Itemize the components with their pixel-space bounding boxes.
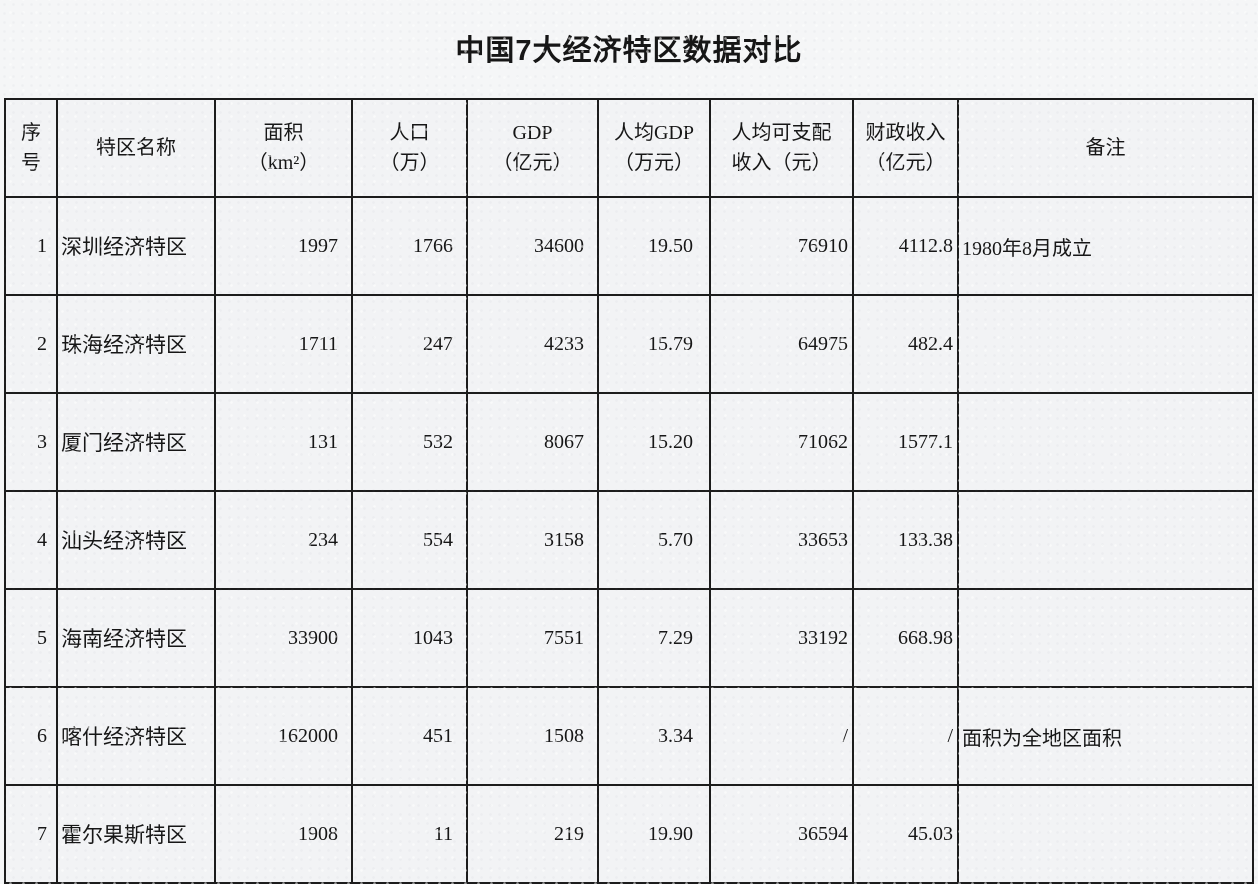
table-cell: 厦门经济特区 (58, 394, 216, 492)
table-cell: 8067 (468, 394, 599, 492)
table-cell: 11 (353, 786, 468, 884)
table-cell: 1577.1 (854, 394, 959, 492)
column-header-index: 序 号 (6, 100, 58, 198)
table-cell: 1908 (216, 786, 353, 884)
table-cell: 5 (6, 590, 58, 688)
sez-comparison-table: 序 号 特区名称 面积 （km²） 人口 （万） GDP （亿元） 人均GDP … (4, 98, 1254, 884)
table-cell: / (711, 688, 854, 786)
table-cell: 霍尔果斯特区 (58, 786, 216, 884)
table-row: 3 厦门经济特区 131 532 8067 15.20 71062 1577.1 (6, 394, 1254, 492)
table-cell: 3158 (468, 492, 599, 590)
table-cell: 36594 (711, 786, 854, 884)
table-cell: 深圳经济特区 (58, 198, 216, 296)
table-row: 1 深圳经济特区 1997 1766 34600 19.50 76910 4112.8 1980… (6, 198, 1254, 296)
table-cell: 1980年8月成立 (959, 198, 1254, 296)
table-cell: 45.03 (854, 786, 959, 884)
column-header-area: 面积 （km²） (216, 100, 353, 198)
table-cell: 面积为全地区面积 (959, 688, 1254, 786)
column-header-population: 人口 （万） (353, 100, 468, 198)
table-cell: 15.20 (599, 394, 711, 492)
table-cell: 3.34 (599, 688, 711, 786)
table-cell: 1711 (216, 296, 353, 394)
table-cell: 7 (6, 786, 58, 884)
table-cell: 71062 (711, 394, 854, 492)
table-row: 4 汕头经济特区 234 554 3158 5.70 33653 133.38 (6, 492, 1254, 590)
table-row: 2 珠海经济特区 1711 247 4233 15.79 64975 482.4 (6, 296, 1254, 394)
column-header-zone-name: 特区名称 (58, 100, 216, 198)
table-cell: 34600 (468, 198, 599, 296)
table-cell: 33192 (711, 590, 854, 688)
table-cell: 162000 (216, 688, 353, 786)
table-cell (959, 296, 1254, 394)
table-row: 5 海南经济特区 33900 1043 7551 7.29 33192 668.98 (6, 590, 1254, 688)
table-cell: 4233 (468, 296, 599, 394)
column-header-gdp: GDP （亿元） (468, 100, 599, 198)
table-cell: 7.29 (599, 590, 711, 688)
table-cell: 532 (353, 394, 468, 492)
table-cell: 1508 (468, 688, 599, 786)
table-cell: 19.50 (599, 198, 711, 296)
table-cell: 1997 (216, 198, 353, 296)
page-title: 中国7大经济特区数据对比 (455, 35, 803, 67)
table-cell: 247 (353, 296, 468, 394)
table-cell: 海南经济特区 (58, 590, 216, 688)
column-header-fiscal-revenue: 财政收入 （亿元） (854, 100, 959, 198)
table-cell: 汕头经济特区 (58, 492, 216, 590)
table-cell: 7551 (468, 590, 599, 688)
column-header-disposable-income: 人均可支配 收入（元） (711, 100, 854, 198)
table-cell (959, 786, 1254, 884)
table-cell: 珠海经济特区 (58, 296, 216, 394)
table-header-row: 序 号 特区名称 面积 （km²） 人口 （万） GDP （亿元） 人均GDP … (6, 100, 1254, 198)
table-cell: 1766 (353, 198, 468, 296)
table-cell: 668.98 (854, 590, 959, 688)
table-cell (959, 394, 1254, 492)
table-cell: 1 (6, 198, 58, 296)
table-cell: 133.38 (854, 492, 959, 590)
column-header-remarks: 备注 (959, 100, 1254, 198)
table-cell: 554 (353, 492, 468, 590)
table-cell: 219 (468, 786, 599, 884)
table-cell (959, 590, 1254, 688)
table-cell: 喀什经济特区 (58, 688, 216, 786)
table-cell: 3 (6, 394, 58, 492)
column-header-gdp-per-capita: 人均GDP （万元） (599, 100, 711, 198)
table-cell: 451 (353, 688, 468, 786)
table-cell: 234 (216, 492, 353, 590)
table-body: 1 深圳经济特区 1997 1766 34600 19.50 76910 4112.8 1980… (6, 198, 1254, 884)
table-cell: 2 (6, 296, 58, 394)
table-cell: 5.70 (599, 492, 711, 590)
table-cell: 4112.8 (854, 198, 959, 296)
table-cell: 1043 (353, 590, 468, 688)
table-cell: 33653 (711, 492, 854, 590)
table-cell: / (854, 688, 959, 786)
table-cell: 33900 (216, 590, 353, 688)
table-cell: 131 (216, 394, 353, 492)
table-cell: 19.90 (599, 786, 711, 884)
table-cell: 4 (6, 492, 58, 590)
table-cell: 6 (6, 688, 58, 786)
table-row: 6 喀什经济特区 162000 451 1508 3.34// 面积为全地区面积 (6, 688, 1254, 786)
table-row: 7 霍尔果斯特区 1908 11 219 19.90 36594 45.03 (6, 786, 1254, 884)
table-cell: 482.4 (854, 296, 959, 394)
table-cell: 64975 (711, 296, 854, 394)
table-cell: 15.79 (599, 296, 711, 394)
table-cell: 76910 (711, 198, 854, 296)
table-cell (959, 492, 1254, 590)
